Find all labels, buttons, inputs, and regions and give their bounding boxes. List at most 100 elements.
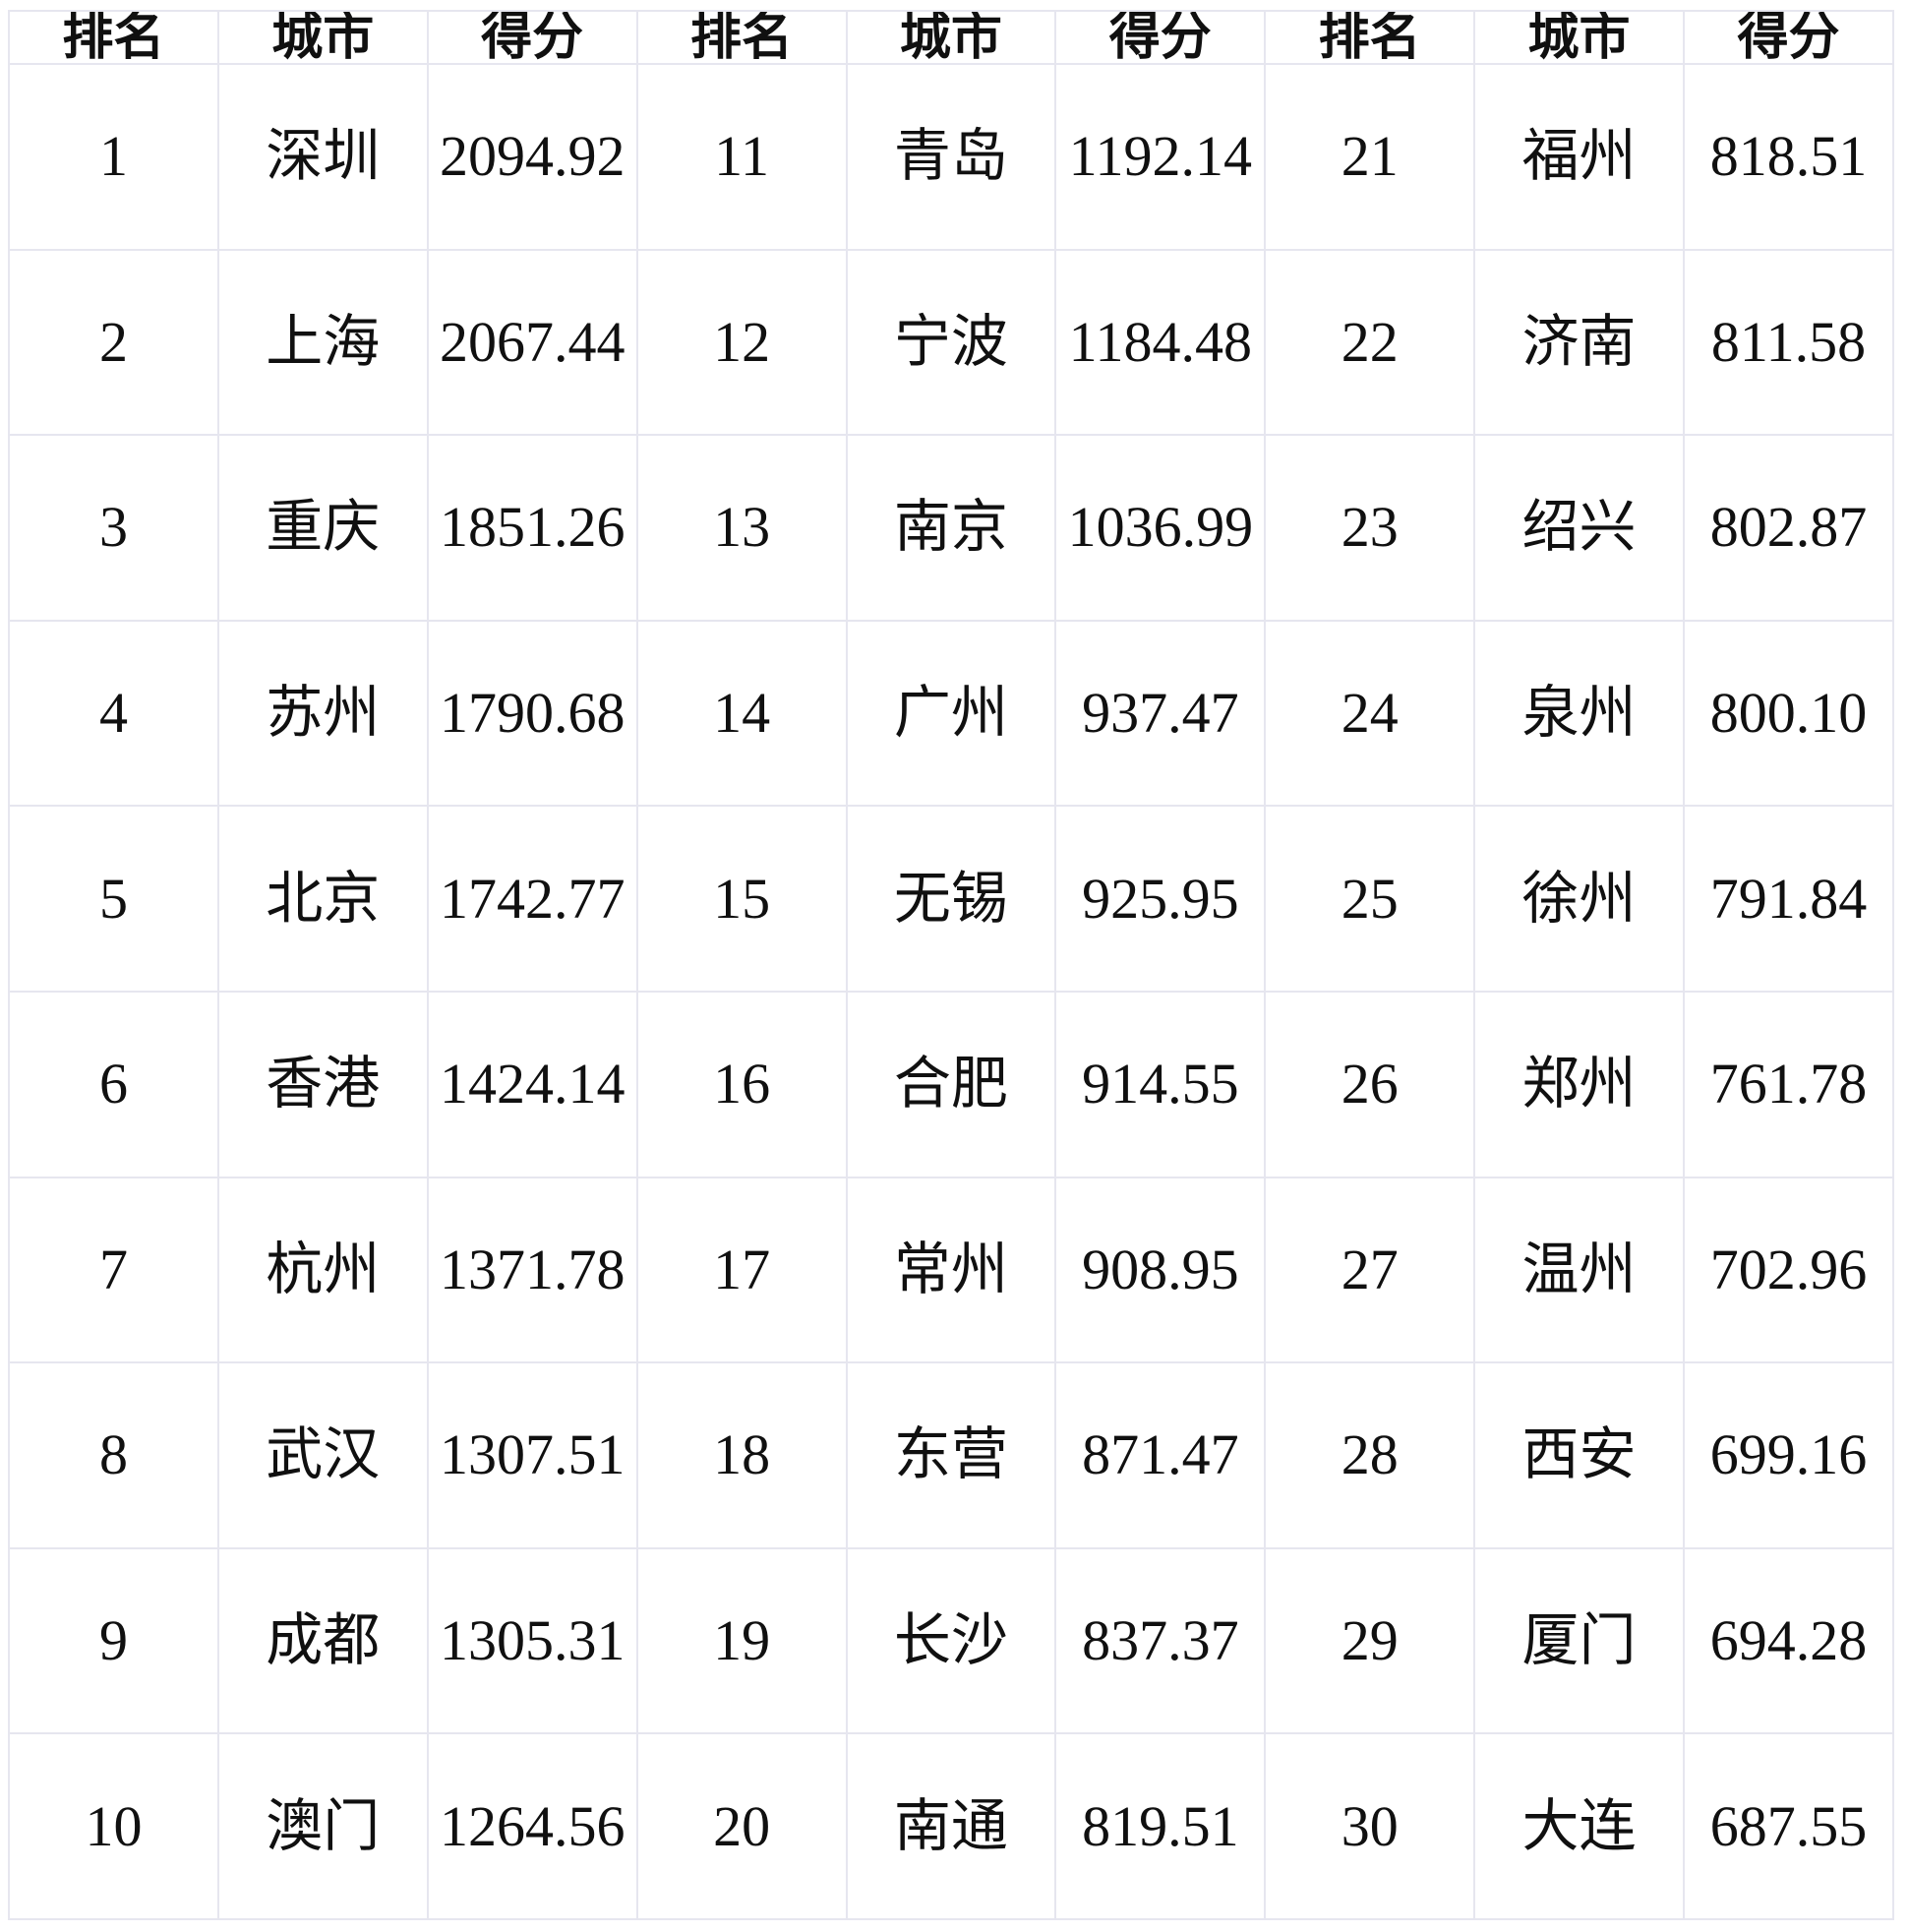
city-cell: 无锡 [845, 805, 1057, 993]
score-cell: 687.55 [1683, 1732, 1894, 1920]
score-cell: 937.47 [1054, 619, 1267, 808]
table-row: 8 武汉 1307.51 18 东营 871.47 28 西安 699.16 [8, 1361, 1894, 1549]
city-cell: 南通 [845, 1732, 1057, 1920]
score-cell: 1192.14 [1054, 63, 1267, 251]
city-cell: 常州 [845, 1176, 1057, 1364]
rank-cell: 8 [8, 1361, 219, 1549]
city-cell: 徐州 [1473, 805, 1685, 993]
city-cell: 武汉 [216, 1361, 429, 1549]
header-cell-rank: 排名 [1264, 10, 1476, 65]
score-cell: 1424.14 [426, 990, 638, 1178]
rank-cell: 23 [1264, 434, 1476, 622]
city-cell: 泉州 [1473, 619, 1685, 808]
header-cell-rank: 排名 [635, 10, 848, 65]
rank-cell: 1 [8, 63, 219, 251]
rank-cell: 22 [1264, 248, 1476, 437]
table-row: 5 北京 1742.77 15 无锡 925.95 25 徐州 791.84 [8, 805, 1894, 993]
city-cell: 广州 [845, 619, 1057, 808]
rank-cell: 24 [1264, 619, 1476, 808]
city-ranking-table-container: 排名 城市 得分 排名 城市 得分 排名 城市 得分 1 深圳 2094.92 11 青岛 1192.14… [8, 10, 1894, 1920]
score-cell: 914.55 [1054, 990, 1267, 1178]
rank-cell: 15 [635, 805, 848, 993]
city-cell: 绍兴 [1473, 434, 1685, 622]
table-row: 6 香港 1424.14 16 合肥 914.55 26 郑州 761.78 [8, 990, 1894, 1178]
rank-cell: 12 [635, 248, 848, 437]
rank-cell: 14 [635, 619, 848, 808]
city-cell: 上海 [216, 248, 429, 437]
city-cell: 北京 [216, 805, 429, 993]
table-row: 9 成都 1305.31 19 长沙 837.37 29 厦门 694.28 [8, 1546, 1894, 1735]
score-cell: 2094.92 [426, 63, 638, 251]
score-cell: 1305.31 [426, 1546, 638, 1735]
city-cell: 郑州 [1473, 990, 1685, 1178]
table-row: 2 上海 2067.44 12 宁波 1184.48 22 济南 811.58 [8, 248, 1894, 437]
rank-cell: 13 [635, 434, 848, 622]
rank-cell: 6 [8, 990, 219, 1178]
city-cell: 深圳 [216, 63, 429, 251]
city-cell: 东营 [845, 1361, 1057, 1549]
table-row: 7 杭州 1371.78 17 常州 908.95 27 温州 702.96 [8, 1176, 1894, 1364]
score-cell: 818.51 [1683, 63, 1894, 251]
score-cell: 1184.48 [1054, 248, 1267, 437]
rank-cell: 2 [8, 248, 219, 437]
rank-cell: 9 [8, 1546, 219, 1735]
score-cell: 1742.77 [426, 805, 638, 993]
city-cell: 成都 [216, 1546, 429, 1735]
score-cell: 802.87 [1683, 434, 1894, 622]
city-cell: 福州 [1473, 63, 1685, 251]
rank-cell: 11 [635, 63, 848, 251]
score-cell: 1851.26 [426, 434, 638, 622]
header-cell-city: 城市 [845, 10, 1057, 65]
table-header: 排名 城市 得分 排名 城市 得分 排名 城市 得分 [8, 10, 1894, 65]
score-cell: 761.78 [1683, 990, 1894, 1178]
score-cell: 699.16 [1683, 1361, 1894, 1549]
city-cell: 青岛 [845, 63, 1057, 251]
score-cell: 1307.51 [426, 1361, 638, 1549]
rank-cell: 7 [8, 1176, 219, 1364]
header-cell-city: 城市 [1473, 10, 1685, 65]
rank-cell: 3 [8, 434, 219, 622]
header-cell-score: 得分 [426, 10, 638, 65]
city-cell: 长沙 [845, 1546, 1057, 1735]
rank-cell: 19 [635, 1546, 848, 1735]
rank-cell: 20 [635, 1732, 848, 1920]
city-cell: 杭州 [216, 1176, 429, 1364]
score-cell: 2067.44 [426, 248, 638, 437]
score-cell: 702.96 [1683, 1176, 1894, 1364]
score-cell: 800.10 [1683, 619, 1894, 808]
header-cell-score: 得分 [1054, 10, 1267, 65]
rank-cell: 5 [8, 805, 219, 993]
city-cell: 重庆 [216, 434, 429, 622]
table-row: 10 澳门 1264.56 20 南通 819.51 30 大连 687.55 [8, 1732, 1894, 1920]
rank-cell: 10 [8, 1732, 219, 1920]
table-row: 3 重庆 1851.26 13 南京 1036.99 23 绍兴 802.87 [8, 434, 1894, 622]
rank-cell: 30 [1264, 1732, 1476, 1920]
rank-cell: 4 [8, 619, 219, 808]
rank-cell: 17 [635, 1176, 848, 1364]
rank-cell: 16 [635, 990, 848, 1178]
score-cell: 837.37 [1054, 1546, 1267, 1735]
score-cell: 925.95 [1054, 805, 1267, 993]
score-cell: 811.58 [1683, 248, 1894, 437]
score-cell: 871.47 [1054, 1361, 1267, 1549]
city-cell: 济南 [1473, 248, 1685, 437]
table-body: 1 深圳 2094.92 11 青岛 1192.14 21 福州 818.51 2 上海 2067.4… [8, 63, 1894, 1920]
score-cell: 1371.78 [426, 1176, 638, 1364]
rank-cell: 28 [1264, 1361, 1476, 1549]
rank-cell: 18 [635, 1361, 848, 1549]
header-cell-rank: 排名 [8, 10, 219, 65]
city-cell: 苏州 [216, 619, 429, 808]
rank-cell: 27 [1264, 1176, 1476, 1364]
score-cell: 791.84 [1683, 805, 1894, 993]
score-cell: 1264.56 [426, 1732, 638, 1920]
score-cell: 694.28 [1683, 1546, 1894, 1735]
rank-cell: 21 [1264, 63, 1476, 251]
rank-cell: 26 [1264, 990, 1476, 1178]
rank-cell: 25 [1264, 805, 1476, 993]
city-cell: 南京 [845, 434, 1057, 622]
city-cell: 西安 [1473, 1361, 1685, 1549]
score-cell: 1790.68 [426, 619, 638, 808]
score-cell: 819.51 [1054, 1732, 1267, 1920]
score-cell: 1036.99 [1054, 434, 1267, 622]
header-row: 排名 城市 得分 排名 城市 得分 排名 城市 得分 [8, 10, 1894, 65]
